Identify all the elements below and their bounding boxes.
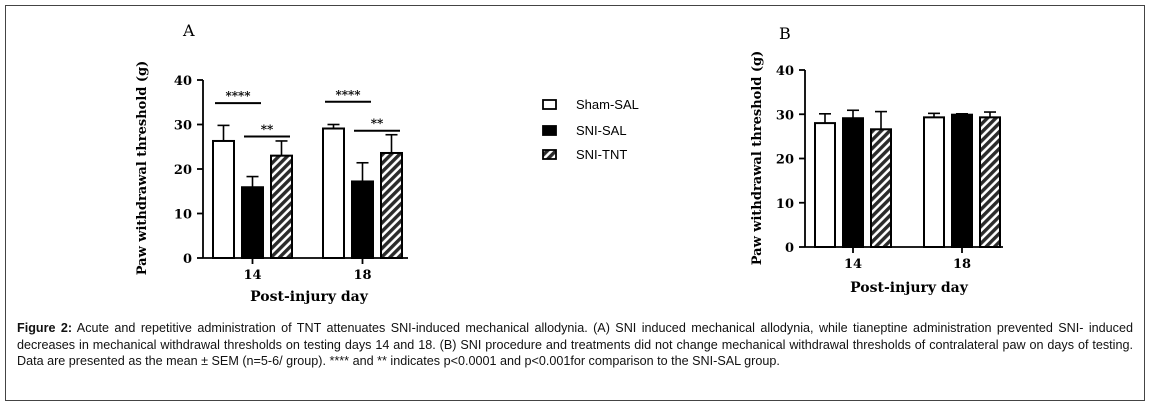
panel-b-bar-sham-sal-day-18 xyxy=(923,116,945,248)
figure-caption: Figure 2: Acute and repetitive administr… xyxy=(17,320,1133,370)
legend-swatch-sni-tnt xyxy=(542,149,557,160)
caption-text: Acute and repetitive administration of T… xyxy=(17,321,1133,368)
panel-a-x-tick-label-18: 18 xyxy=(353,268,371,283)
panel-b-x-tick-label-18: 18 xyxy=(953,257,971,272)
panel-a-y-tick-label: 0 xyxy=(183,252,192,267)
panel-b-y-axis-label: Paw withdrawal threshold (g) xyxy=(750,51,765,266)
panel-a-label: A xyxy=(182,21,195,40)
panel-b-y-tick-label: 0 xyxy=(785,241,794,256)
panel-a-significance-stars: ** xyxy=(261,123,274,137)
panel-a-significance-stars: ** xyxy=(371,117,384,131)
caption-label: Figure 2: xyxy=(17,321,73,335)
panel-a-y-tick-label: 20 xyxy=(174,163,192,178)
legend: Sham-SAL SNI-SAL SNI-TNT xyxy=(542,97,639,162)
legend-label-sni-sal: SNI-SAL xyxy=(576,123,627,138)
panel-a-bar-sni-sal-day-14 xyxy=(241,186,264,259)
legend-item-sni-tnt: SNI-TNT xyxy=(542,147,627,162)
panel-b-x-tick-label-14: 14 xyxy=(844,257,862,272)
figure-canvas: A Paw withdrawal threshold (g) Post-inju… xyxy=(135,21,1003,305)
panel-b-bar-sni-sal-day-18 xyxy=(951,113,973,248)
legend-item-sni-sal: SNI-SAL xyxy=(542,123,627,138)
panel-a-chart: A Paw withdrawal threshold (g) Post-inju… xyxy=(135,21,408,305)
panel-a-significance-stars: **** xyxy=(225,89,251,103)
panel-b-plot-area: 0 10 20 30 40 14 18 xyxy=(776,64,1003,272)
panel-a-y-axis-label: Paw withdrawal threshold (g) xyxy=(135,61,150,276)
panel-a-y-tick-label: 30 xyxy=(174,119,192,134)
panel-b-x-axis-label: Post-injury day xyxy=(850,280,969,296)
panel-a-y-tick-label: 10 xyxy=(174,208,192,223)
panel-a-x-tick-label-14: 14 xyxy=(243,268,261,283)
legend-item-sham-sal: Sham-SAL xyxy=(542,97,639,112)
panel-a-bar-sham-sal-day-18 xyxy=(322,127,345,259)
panel-b-bar-sni-tnt-day-18 xyxy=(979,116,1001,248)
panel-a-bar-sham-sal-day-14 xyxy=(212,139,235,259)
legend-label-sham-sal: Sham-SAL xyxy=(576,97,639,112)
panel-b-y-tick-label: 40 xyxy=(776,64,794,79)
panel-b-bar-sham-sal-day-14 xyxy=(814,122,836,248)
panel-a-y-tick-label: 40 xyxy=(174,74,192,89)
panel-b-y-tick-label: 30 xyxy=(776,108,794,123)
panel-a-bar-sni-tnt-day-14 xyxy=(270,154,293,259)
legend-swatch-sham-sal xyxy=(542,99,557,110)
panel-b-label: B xyxy=(779,24,791,43)
panel-b-chart: B Paw withdrawal threshold (g) Post-inju… xyxy=(750,24,1003,296)
panel-a-bar-sni-tnt-day-18 xyxy=(380,151,403,259)
panel-b-bar-sni-sal-day-14 xyxy=(842,117,864,248)
legend-swatch-sni-sal xyxy=(542,125,557,136)
panel-b-bar-sni-tnt-day-14 xyxy=(870,128,892,248)
panel-a-bar-sni-sal-day-18 xyxy=(351,180,374,260)
panel-b-y-tick-label: 10 xyxy=(776,197,794,212)
legend-label-sni-tnt: SNI-TNT xyxy=(576,147,627,162)
panel-a-x-axis-label: Post-injury day xyxy=(250,289,369,305)
panel-a-significance-stars: **** xyxy=(335,88,361,102)
panel-b-y-tick-label: 20 xyxy=(776,153,794,168)
